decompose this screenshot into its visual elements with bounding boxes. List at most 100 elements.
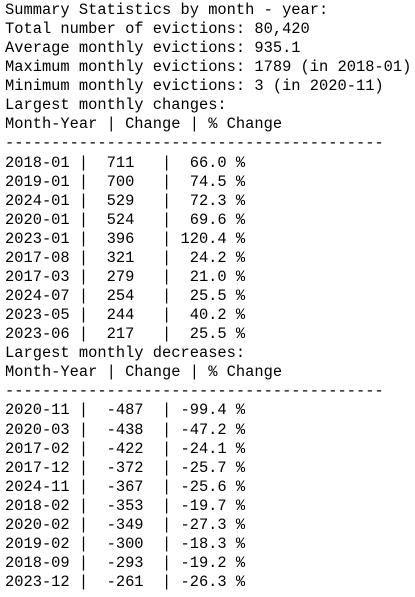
change-cell: 217 <box>106 325 135 344</box>
column-separator: | <box>162 153 172 172</box>
month-cell: 2020-11 <box>5 401 70 420</box>
month-cell: 2020-02 <box>5 515 70 534</box>
percent-cell: 74.5 % <box>189 172 246 191</box>
month-cell: 2020-03 <box>5 420 70 439</box>
percent-cell: -47.2 % <box>180 420 246 439</box>
column-separator: | <box>78 248 89 267</box>
month-cell: 2017-03 <box>5 267 70 286</box>
change-cell: 524 <box>106 210 135 229</box>
column-separator: | <box>162 287 172 306</box>
summary-line: Minimum monthly evictions: 3 (in 2020-11… <box>5 77 384 96</box>
column-separator: | <box>78 153 89 172</box>
change-cell: -487 <box>106 401 144 420</box>
column-separator: | <box>78 267 89 286</box>
column-separator: | <box>78 172 89 191</box>
month-cell: 2023-06 <box>5 325 70 344</box>
column-separator: | <box>78 554 89 573</box>
summary-title: Summary Statistics by month - year: <box>5 1 329 19</box>
change-cell: 321 <box>106 248 135 267</box>
column-separator: | <box>78 210 89 229</box>
summary-line: Average monthly evictions: 935.1 <box>5 39 301 58</box>
percent-cell: 66.0 % <box>189 153 246 172</box>
column-separator: | <box>162 477 172 496</box>
column-separator: | <box>78 439 89 458</box>
percent-cell: 69.6 % <box>189 210 246 229</box>
column-separator: | <box>78 401 89 420</box>
percent-cell: 24.2 % <box>189 248 246 267</box>
month-cell: 2019-01 <box>5 172 70 191</box>
month-cell: 2024-01 <box>5 191 70 210</box>
percent-cell: 120.4 % <box>180 229 246 248</box>
percent-cell: 40.2 % <box>189 306 246 325</box>
change-cell: 244 <box>106 306 135 325</box>
column-separator: | <box>78 191 89 210</box>
section-title: Largest monthly decreases: <box>5 344 246 363</box>
section-title: Largest monthly changes: <box>5 96 227 115</box>
month-cell: 2017-08 <box>5 248 70 267</box>
change-cell: -293 <box>106 554 144 573</box>
month-cell: 2018-01 <box>5 153 70 172</box>
column-separator: | <box>78 573 89 592</box>
column-separator: | <box>78 477 89 496</box>
percent-cell: -27.3 % <box>180 515 246 534</box>
percent-cell: -18.3 % <box>180 534 246 553</box>
change-cell: 529 <box>106 191 135 210</box>
change-cell: -353 <box>106 496 144 515</box>
month-cell: 2017-12 <box>5 458 70 477</box>
percent-cell: 25.5 % <box>189 325 246 344</box>
percent-cell: -99.4 % <box>180 401 246 420</box>
change-cell: -422 <box>106 439 144 458</box>
column-separator: | <box>162 172 172 191</box>
change-cell: -372 <box>106 458 144 477</box>
month-cell: 2023-05 <box>5 306 70 325</box>
column-separator: | <box>162 229 172 248</box>
column-separator: | <box>162 267 172 286</box>
month-cell: 2024-11 <box>5 477 70 496</box>
column-separator: | <box>78 534 89 553</box>
percent-cell: 72.3 % <box>189 191 246 210</box>
column-separator: | <box>162 573 172 592</box>
column-separator: | <box>162 439 172 458</box>
month-cell: 2024-07 <box>5 287 70 306</box>
change-cell: 254 <box>106 287 135 306</box>
column-separator: | <box>162 458 172 477</box>
summary-line: Total number of evictions: 80,420 <box>5 20 310 39</box>
column-header: Month-Year | Change | % Change <box>5 363 283 382</box>
change-cell: 711 <box>106 153 135 172</box>
month-cell: 2020-01 <box>5 210 70 229</box>
column-separator: | <box>78 496 89 515</box>
month-cell: 2018-02 <box>5 496 70 515</box>
column-separator: | <box>78 458 89 477</box>
column-separator: | <box>78 287 89 306</box>
column-separator: | <box>162 496 172 515</box>
column-separator: | <box>162 306 172 325</box>
separator: ----------------------------------------… <box>5 382 384 401</box>
column-separator: | <box>78 515 89 534</box>
column-separator: | <box>78 306 89 325</box>
summary-line: Maximum monthly evictions: 1789 (in 2018… <box>5 58 412 77</box>
change-cell: 279 <box>106 267 135 286</box>
percent-cell: -19.2 % <box>180 554 246 573</box>
change-cell: -261 <box>106 573 144 592</box>
percent-cell: -25.6 % <box>180 477 246 496</box>
change-cell: 396 <box>106 229 135 248</box>
column-separator: | <box>162 401 172 420</box>
column-separator: | <box>162 248 172 267</box>
column-separator: | <box>78 420 89 439</box>
percent-cell: 21.0 % <box>189 267 246 286</box>
column-separator: | <box>162 420 172 439</box>
change-cell: 700 <box>106 172 135 191</box>
month-cell: 2019-02 <box>5 534 70 553</box>
column-separator: | <box>78 229 89 248</box>
percent-cell: -26.3 % <box>180 573 246 592</box>
month-cell: 2017-02 <box>5 439 70 458</box>
percent-cell: -25.7 % <box>180 458 246 477</box>
column-separator: | <box>162 534 172 553</box>
column-separator: | <box>162 515 172 534</box>
change-cell: -367 <box>106 477 144 496</box>
column-separator: | <box>162 210 172 229</box>
change-cell: -438 <box>106 420 144 439</box>
column-separator: | <box>162 554 172 573</box>
percent-cell: -19.7 % <box>180 496 246 515</box>
change-cell: -300 <box>106 534 144 553</box>
